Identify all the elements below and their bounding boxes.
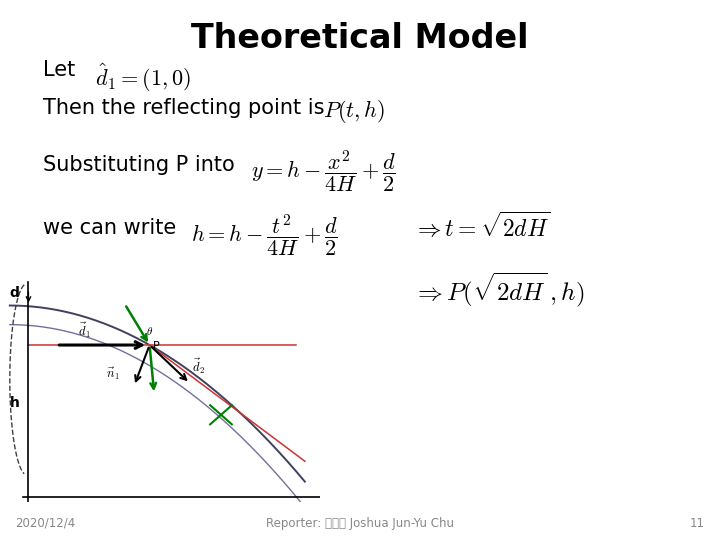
Text: Then the reflecting point is: Then the reflecting point is [43, 98, 338, 118]
Text: $\vec{n}_1$: $\vec{n}_1$ [106, 366, 120, 382]
Text: $\vec{d}_1$: $\vec{d}_1$ [78, 320, 91, 340]
Text: $\vec{d}_2$: $\vec{d}_2$ [192, 357, 204, 376]
Text: d: d [10, 286, 19, 300]
Text: Theoretical Model: Theoretical Model [192, 22, 528, 55]
Text: $h = h - \dfrac{t^2}{4H} + \dfrac{d}{2}$: $h = h - \dfrac{t^2}{4H} + \dfrac{d}{2}$ [191, 212, 338, 258]
Text: 11: 11 [690, 517, 705, 530]
Text: h: h [10, 396, 19, 409]
Text: $\Rightarrow P(\sqrt{2dH}\,,h)$: $\Rightarrow P(\sqrt{2dH}\,,h)$ [413, 270, 585, 308]
Text: Reporter: 儲君宇 Joshua Jun-Yu Chu: Reporter: 儲君宇 Joshua Jun-Yu Chu [266, 517, 454, 530]
Text: $\theta$: $\theta$ [146, 326, 153, 338]
Text: Let: Let [43, 60, 89, 80]
Text: we can write: we can write [43, 218, 189, 238]
Text: $\hat{d}_{\mathsf{1}} = (1,0)$: $\hat{d}_{\mathsf{1}} = (1,0)$ [95, 62, 192, 94]
Text: $y = h - \dfrac{x^2}{4H} + \dfrac{d}{2}$: $y = h - \dfrac{x^2}{4H} + \dfrac{d}{2}$ [251, 148, 396, 194]
Text: $\Rightarrow t = \sqrt{2dH}$: $\Rightarrow t = \sqrt{2dH}$ [413, 212, 551, 242]
Text: $P(t,h)$: $P(t,h)$ [323, 98, 385, 125]
Text: 2020/12/4: 2020/12/4 [15, 517, 76, 530]
Text: Substituting P into: Substituting P into [43, 155, 248, 175]
Text: P: P [153, 341, 159, 351]
